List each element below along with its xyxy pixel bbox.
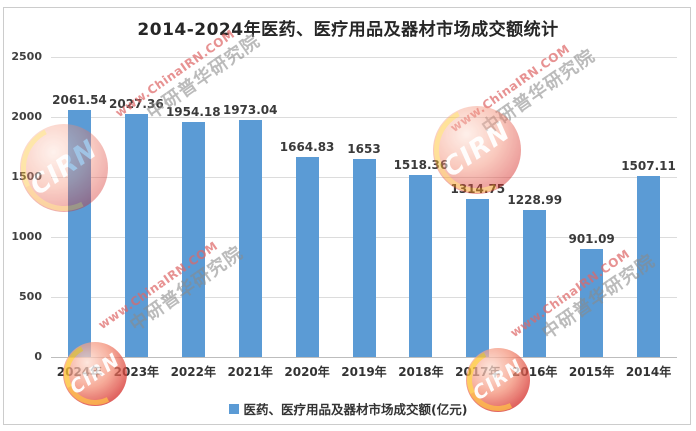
y-tick-label: 1500 bbox=[11, 170, 42, 183]
y-tick-label: 1000 bbox=[11, 230, 42, 243]
bar-value-label: 1314.75 bbox=[450, 182, 506, 196]
x-tick-label: 2015年 bbox=[568, 365, 615, 379]
x-tick-label: 2014年 bbox=[625, 365, 672, 379]
bar bbox=[181, 122, 205, 357]
y-tick-label: 500 bbox=[19, 290, 42, 303]
gridline bbox=[51, 56, 677, 58]
bar bbox=[124, 114, 148, 357]
bar-value-label: 901.09 bbox=[568, 232, 615, 246]
gridline bbox=[51, 116, 677, 118]
legend-label: 医药、医疗用品及器材市场成交额(亿元) bbox=[243, 402, 468, 417]
bar bbox=[637, 176, 661, 357]
bar-value-label: 2061.54 bbox=[52, 93, 107, 107]
bar bbox=[580, 249, 604, 357]
x-tick-label: 2021年 bbox=[227, 365, 273, 379]
bar bbox=[238, 120, 262, 357]
y-tick-label: 2500 bbox=[11, 50, 42, 63]
chart-title: 2014-2024年医药、医疗用品及器材市场成交额统计 bbox=[137, 20, 559, 40]
chart-border bbox=[3, 7, 691, 425]
legend: 医药、医疗用品及器材市场成交额(亿元) bbox=[0, 399, 696, 418]
x-tick-label: 2023年 bbox=[113, 365, 160, 379]
y-tick-label: 0 bbox=[34, 350, 42, 363]
gridline bbox=[51, 356, 677, 358]
bar-value-label: 1228.99 bbox=[507, 193, 563, 207]
x-tick-label: 2018年 bbox=[398, 365, 444, 379]
bar-value-label: 1954.18 bbox=[165, 105, 221, 119]
x-tick-label: 2020年 bbox=[284, 365, 330, 379]
x-tick-label: 2017年 bbox=[455, 365, 501, 379]
x-tick-label: 2019年 bbox=[341, 365, 387, 379]
bar bbox=[409, 175, 433, 357]
bar bbox=[352, 159, 376, 357]
x-tick-label: 2022年 bbox=[170, 365, 216, 379]
bar bbox=[67, 110, 91, 357]
bar-value-label: 1518.36 bbox=[393, 158, 449, 172]
x-tick-label: 2016年 bbox=[512, 365, 558, 379]
legend-marker-icon bbox=[228, 403, 239, 414]
bar bbox=[466, 199, 490, 357]
bar bbox=[295, 157, 319, 357]
x-tick-label: 2024年 bbox=[56, 365, 103, 379]
bar-value-label: 1664.83 bbox=[279, 140, 335, 154]
bar-value-label: 1507.11 bbox=[621, 159, 676, 173]
bar bbox=[523, 210, 547, 357]
bar-value-label: 1973.04 bbox=[222, 103, 278, 117]
bar-value-label: 2027.36 bbox=[109, 97, 164, 111]
bar-value-label: 1653 bbox=[347, 142, 381, 156]
y-tick-label: 2000 bbox=[11, 110, 42, 123]
